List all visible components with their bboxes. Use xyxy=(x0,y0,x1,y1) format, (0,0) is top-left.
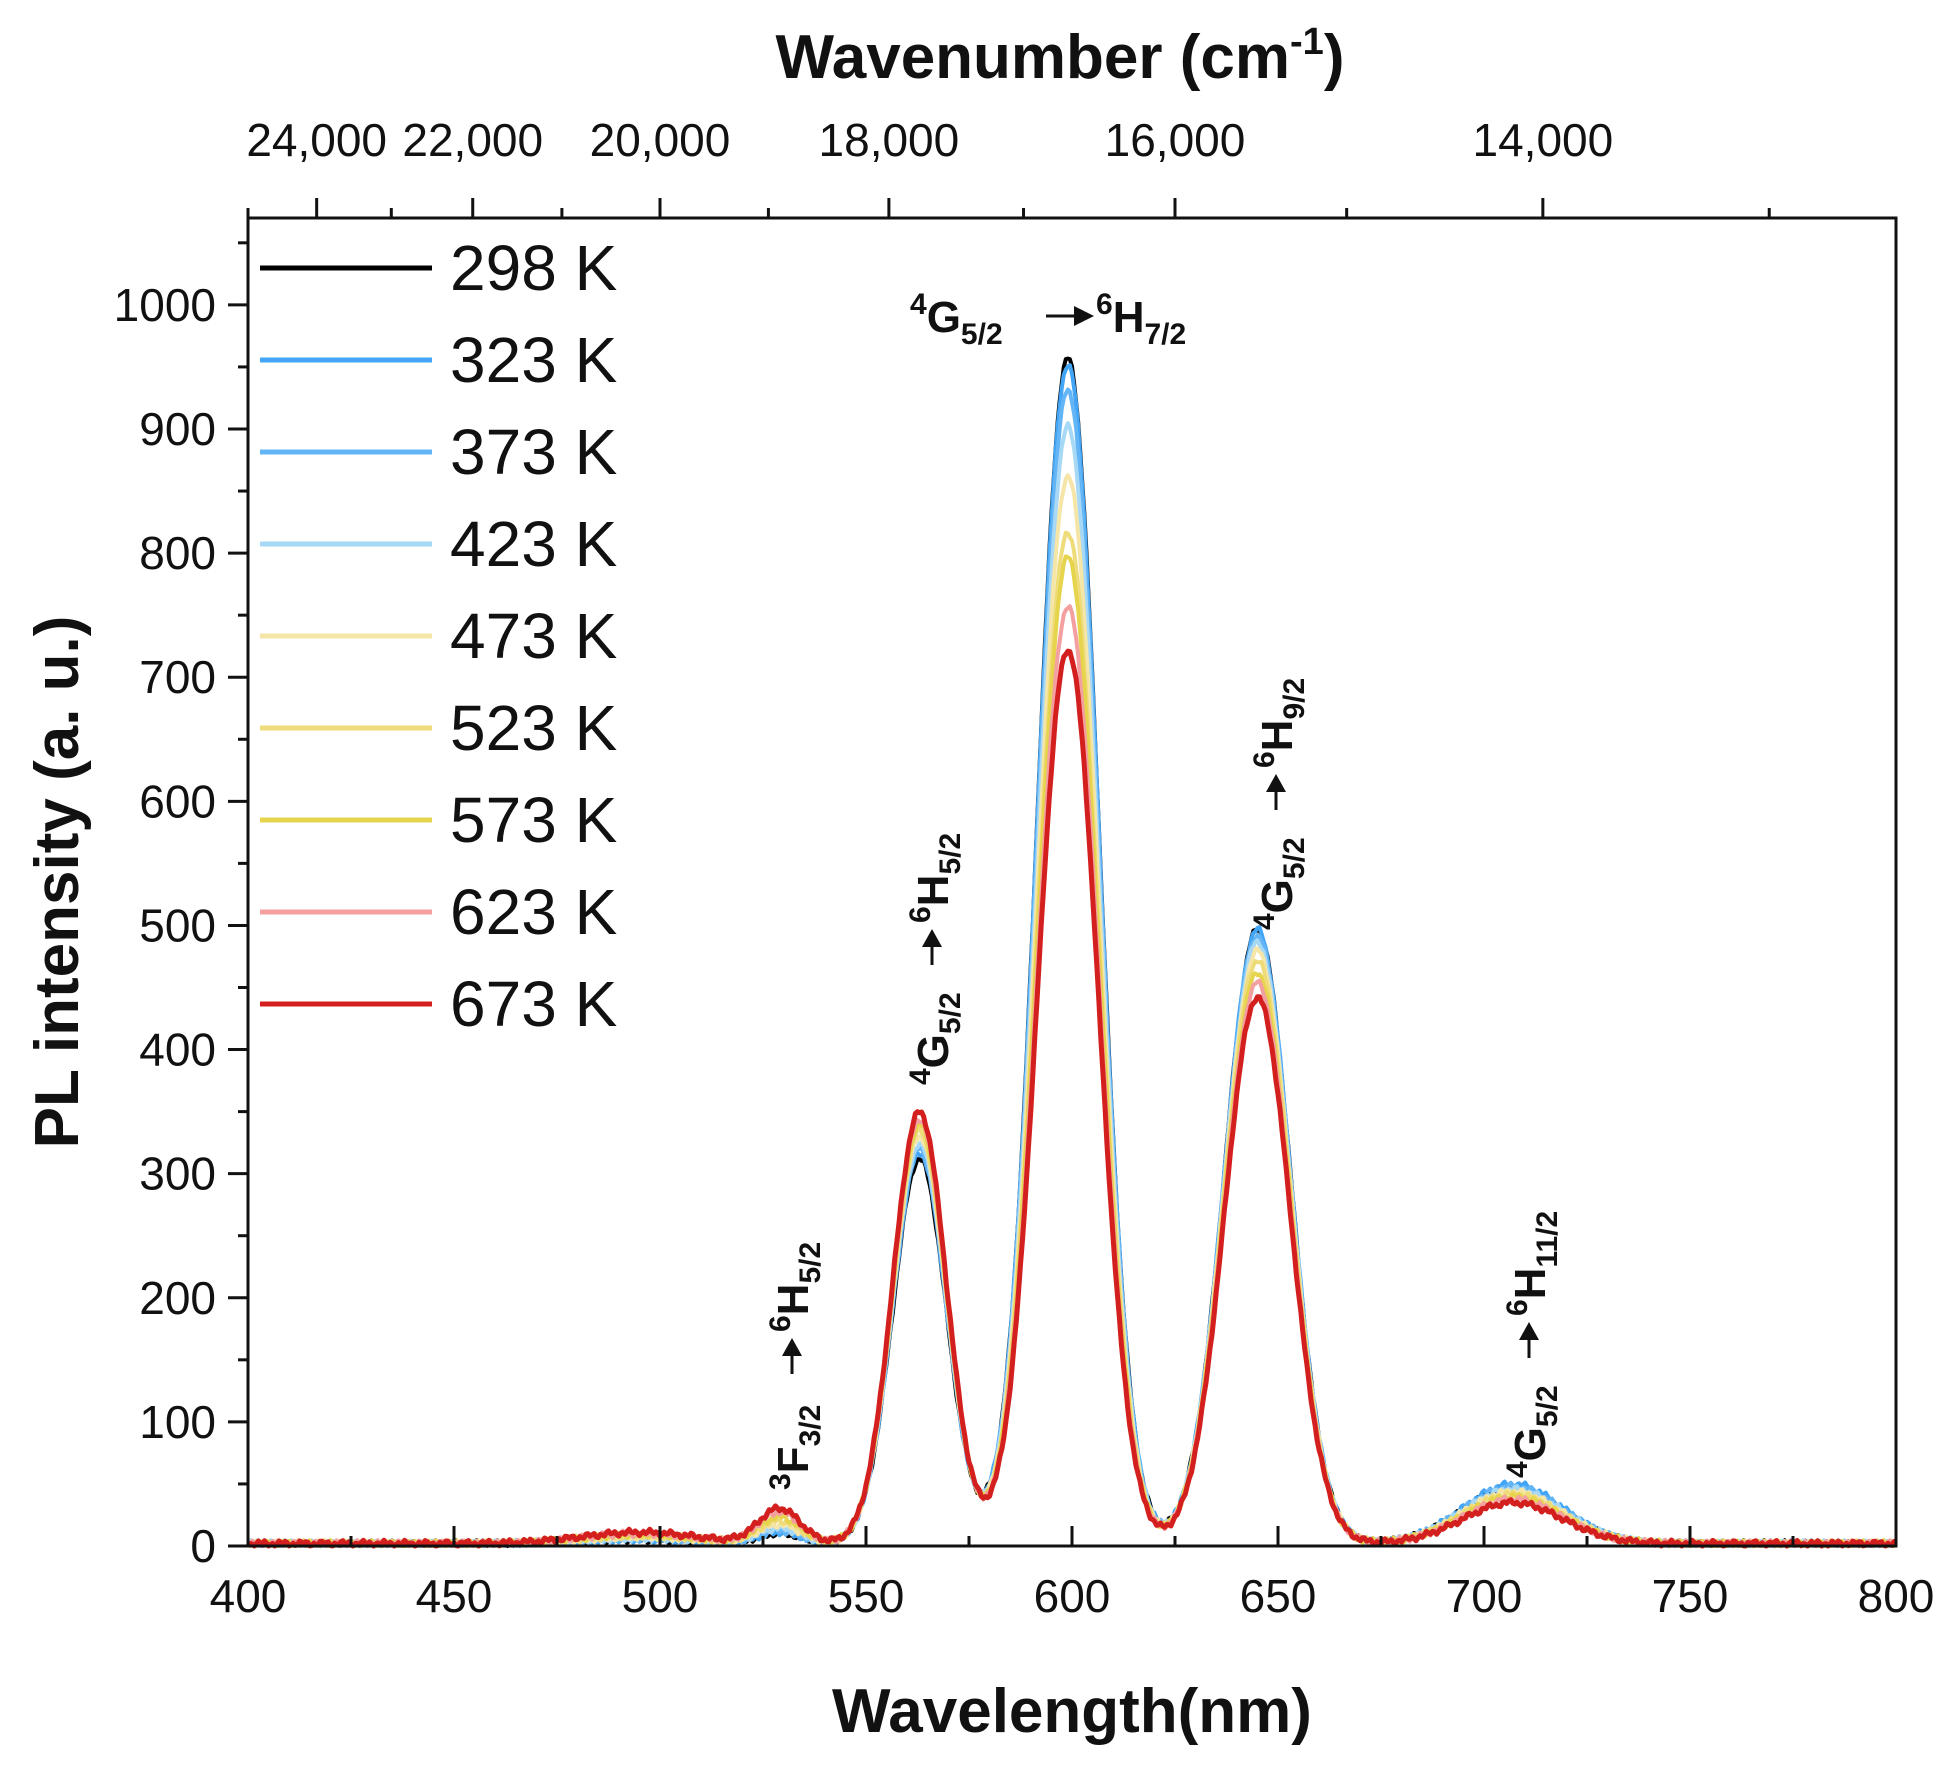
top-tick-label: 18,000 xyxy=(819,114,960,166)
x-tick-label: 500 xyxy=(622,1570,699,1622)
y-tick-label: 200 xyxy=(139,1272,216,1324)
x-tick-label: 550 xyxy=(828,1570,905,1622)
svg-text:6H9/2: 6H9/2 xyxy=(1248,678,1311,768)
y-tick-label: 100 xyxy=(139,1396,216,1448)
legend-label: 423 K xyxy=(450,508,617,580)
x-tick-label: 800 xyxy=(1858,1570,1935,1622)
x-tick-label: 650 xyxy=(1240,1570,1317,1622)
annotation-t1: 3F3/2 6H5/2 xyxy=(764,1242,827,1490)
legend-label: 573 K xyxy=(450,784,617,856)
legend-label: 623 K xyxy=(450,876,617,948)
y-tick-label: 400 xyxy=(139,1024,216,1076)
arrow-icon xyxy=(1519,1322,1539,1358)
svg-text:4G5/2: 4G5/2 xyxy=(904,992,967,1085)
x-tick-label: 750 xyxy=(1652,1570,1729,1622)
annotation-t2: 4G5/2 6H5/2 xyxy=(904,833,967,1085)
y-axis-title: PL intensity (a. u.) xyxy=(23,616,92,1149)
svg-text:6H5/2: 6H5/2 xyxy=(764,1242,827,1332)
series-line-673-k xyxy=(246,648,1898,1549)
y-tick-label: 0 xyxy=(190,1520,216,1572)
legend-label: 373 K xyxy=(450,416,617,488)
legend-label: 298 K xyxy=(450,232,617,304)
top-tick-label: 20,000 xyxy=(590,114,731,166)
arrow-icon xyxy=(922,929,942,965)
y-tick-label: 600 xyxy=(139,775,216,827)
legend-label: 473 K xyxy=(450,600,617,672)
svg-text:6H7/2: 6H7/2 xyxy=(1096,288,1186,351)
arrow-icon xyxy=(1266,774,1286,810)
legend: 298 K 323 K 373 K 423 K 473 K 523 K 573 K 623 K… xyxy=(260,232,617,1040)
arrow-icon xyxy=(782,1338,802,1374)
legend-label: 323 K xyxy=(450,324,617,396)
annotation-t4: 4G5/2 6H9/2 xyxy=(1248,678,1311,930)
top-tick-label: 14,000 xyxy=(1473,114,1614,166)
ticks-layer: 400 450 500 550 600 650 700 750 800 0 100 200 300 400… xyxy=(114,114,1935,1622)
svg-text:4G5/2: 4G5/2 xyxy=(910,288,1003,351)
legend-label: 673 K xyxy=(450,968,617,1040)
annotation-t3: 4G5/2 6H7/2 xyxy=(910,288,1186,351)
svg-text:4G5/2: 4G5/2 xyxy=(1501,1385,1564,1478)
x-tick-label: 700 xyxy=(1446,1570,1523,1622)
y-tick-label: 900 xyxy=(139,403,216,455)
svg-text:6H5/2: 6H5/2 xyxy=(904,833,967,923)
y-tick-label: 500 xyxy=(139,899,216,951)
y-tick-label: 800 xyxy=(139,527,216,579)
x-axis-title: Wavelength(nm) xyxy=(832,1677,1312,1746)
y-tick-label: 1000 xyxy=(114,279,216,331)
y-tick-label: 700 xyxy=(139,651,216,703)
annotation-t5: 4G5/2 6H11/2 xyxy=(1501,1211,1564,1478)
svg-text:4G5/2: 4G5/2 xyxy=(1248,837,1311,930)
top-tick-label: 16,000 xyxy=(1105,114,1246,166)
top-tick-label: 24,000 xyxy=(246,114,387,166)
y-tick-label: 300 xyxy=(139,1148,216,1200)
x-tick-label: 600 xyxy=(1034,1570,1111,1622)
x-tick-label: 450 xyxy=(416,1570,493,1622)
legend-label: 523 K xyxy=(450,692,617,764)
svg-text:6H11/2: 6H11/2 xyxy=(1501,1211,1564,1316)
top-tick-label: 22,000 xyxy=(402,114,543,166)
svg-text:3F3/2: 3F3/2 xyxy=(764,1405,827,1490)
arrow-icon xyxy=(1046,306,1094,326)
top-axis-title: Wavenumber (cm-1) xyxy=(776,21,1345,92)
x-tick-label: 400 xyxy=(210,1570,287,1622)
